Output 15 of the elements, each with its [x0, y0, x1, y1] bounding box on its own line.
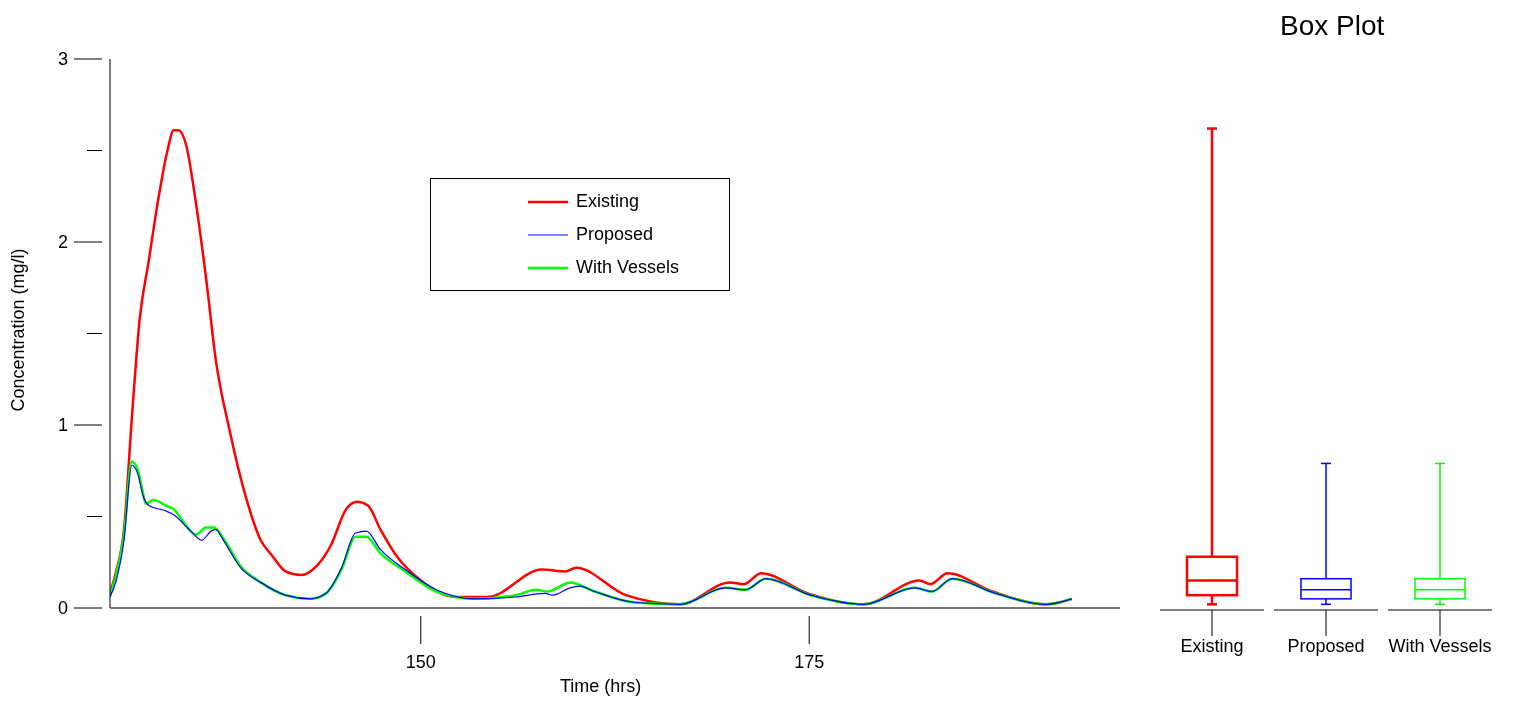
legend-label: Existing: [576, 191, 640, 212]
x-tick-label: 175: [794, 652, 825, 672]
x-axis-title: Time (hrs): [560, 676, 642, 697]
x-tick-label: With Vessels: [1388, 636, 1492, 656]
x-tick-label: Existing: [1180, 636, 1244, 656]
y-tick-label: 0: [57, 598, 68, 618]
legend-label: Proposed: [576, 224, 654, 245]
y-tick-label: 1: [57, 415, 68, 435]
legend-label: With Vessels: [576, 257, 680, 278]
y-axis-title: Concentration (mg/l): [7, 248, 29, 412]
y-tick-label: 2: [57, 232, 68, 252]
x-tick-label: Proposed: [1287, 636, 1365, 656]
y-tick-label: 3: [57, 49, 68, 69]
x-tick-label: 150: [405, 652, 436, 672]
chart-title: Box Plot: [1280, 10, 1385, 42]
